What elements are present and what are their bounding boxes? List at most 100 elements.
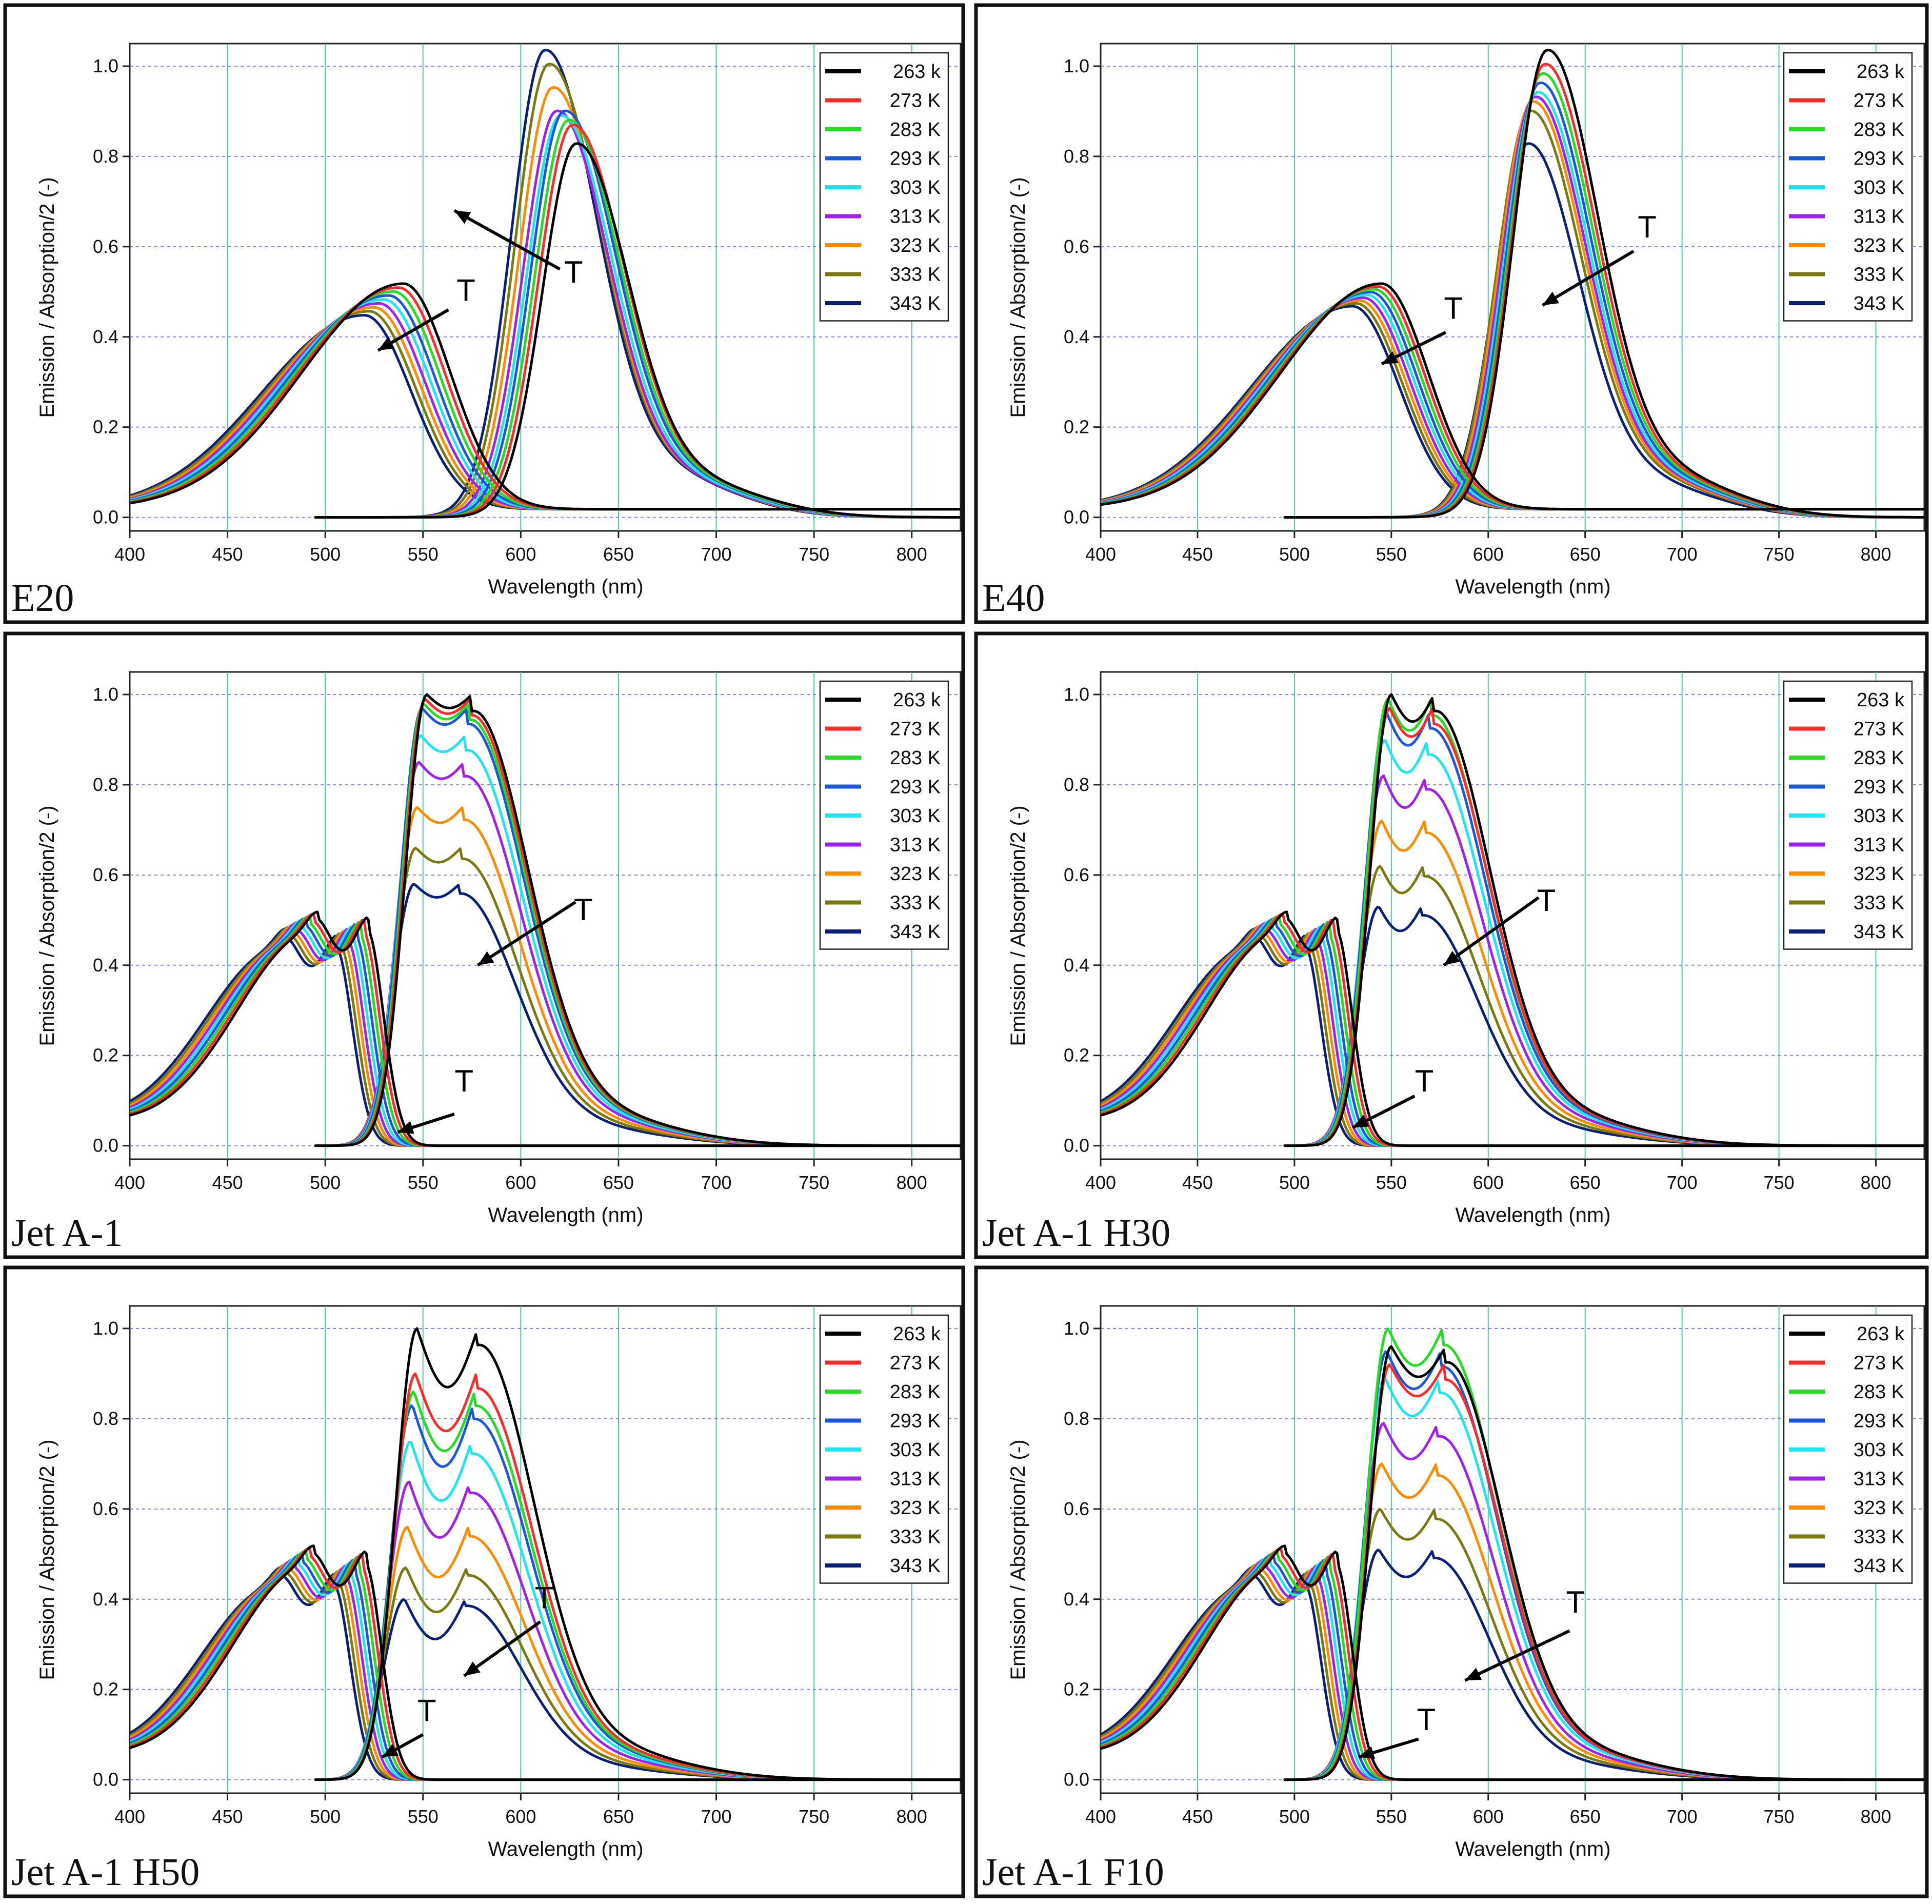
temperature-arrow: [453, 209, 561, 271]
y-tick-label: 0.0: [93, 507, 118, 528]
x-tick-label: 700: [701, 1172, 731, 1193]
legend-label: 273 K: [1854, 1353, 1904, 1374]
y-axis-label: Emission / Absorption/2 (-): [36, 1439, 58, 1680]
legend-label: 313 K: [1854, 206, 1904, 228]
arrow-head: [1358, 1746, 1376, 1759]
x-tick-label: 450: [212, 1806, 243, 1827]
y-tick-label: 0.6: [1064, 236, 1089, 257]
x-tick-label: 750: [1764, 544, 1795, 565]
y-tick-label: 0.8: [1064, 774, 1089, 795]
y-tick-label: 0.2: [93, 417, 118, 438]
y-tick-label: 0.4: [93, 326, 118, 347]
emission-line-263-k: [314, 1327, 961, 1781]
x-axis-label: Wavelength (nm): [1455, 1204, 1610, 1226]
emission-line-263-k: [314, 693, 961, 1147]
legend-label: 283 K: [1854, 747, 1904, 769]
legend-label: 313 K: [890, 835, 941, 856]
x-tick-label: 750: [799, 1806, 829, 1827]
y-tick-label: 0.2: [93, 1679, 118, 1700]
legend-label: 263 k: [893, 1323, 941, 1345]
temperature-arrow: [476, 901, 576, 967]
legend-label: 263 k: [1857, 61, 1905, 83]
legend-label: 313 K: [890, 206, 941, 228]
y-axis-label: Emission / Absorption/2 (-): [1007, 1439, 1029, 1680]
y-tick-label: 0.2: [1064, 1679, 1089, 1700]
legend-label: 313 K: [1854, 835, 1904, 856]
y-axis-label: Emission / Absorption/2 (-): [36, 177, 58, 418]
y-axis-label: Emission / Absorption/2 (-): [1007, 805, 1029, 1046]
x-tick-label: 450: [1182, 1806, 1213, 1827]
y-axis-label: Emission / Absorption/2 (-): [1007, 177, 1029, 418]
arrow-head: [477, 951, 494, 965]
x-tick-label: 650: [603, 1806, 634, 1827]
legend-label: 343 K: [890, 1555, 941, 1577]
y-tick-label: 0.8: [93, 1408, 118, 1429]
y-tick-label: 1.0: [93, 55, 118, 76]
x-axis-label: Wavelength (nm): [488, 1838, 643, 1860]
x-tick-label: 800: [897, 544, 927, 565]
x-tick-label: 450: [1182, 544, 1213, 565]
arrow-label: T: [1537, 883, 1556, 918]
x-tick-label: 750: [1764, 1806, 1795, 1827]
arrow-head: [397, 1121, 414, 1134]
legend-label: 333 K: [890, 893, 941, 914]
legend-label: 333 K: [1854, 893, 1904, 914]
legend-label: 293 K: [890, 148, 941, 170]
arrow-label: T: [574, 893, 593, 927]
legend-label: 313 K: [890, 1469, 941, 1490]
panel-title: E40: [982, 577, 1045, 620]
panel-title: Jet A-1 H50: [11, 1851, 200, 1894]
y-tick-label: 0.4: [1064, 1589, 1089, 1610]
x-tick-label: 500: [310, 544, 341, 565]
x-tick-label: 600: [505, 1806, 536, 1827]
legend-label: 283 K: [890, 119, 941, 141]
arrow-label: T: [1444, 291, 1463, 326]
y-tick-label: 0.0: [1064, 507, 1089, 528]
legend-label: 323 K: [890, 235, 941, 256]
arrow-label: T: [535, 1580, 554, 1615]
x-tick-label: 650: [1570, 1172, 1601, 1193]
temperature-arrow: [1542, 250, 1635, 307]
legend-label: 283 K: [1854, 1381, 1904, 1403]
x-axis-label: Wavelength (nm): [488, 576, 643, 598]
y-tick-label: 0.6: [93, 236, 118, 257]
x-tick-label: 400: [1085, 1806, 1116, 1827]
legend-label: 313 K: [1854, 1469, 1904, 1490]
x-tick-label: 600: [1473, 544, 1504, 565]
chart-panel-2: 400 450 500 550 600 650 700 750 800 0.0 0.2 0.4 0.6 0…: [3, 631, 965, 1259]
x-tick-label: 700: [701, 1806, 731, 1827]
legend-label: 303 K: [890, 805, 941, 827]
series-group: [1101, 693, 1924, 1147]
absorption-line-263-k: [130, 282, 961, 511]
y-tick-label: 0.0: [93, 1769, 118, 1790]
panel-title: Jet A-1: [11, 1212, 123, 1255]
y-tick-label: 1.0: [1064, 55, 1089, 76]
x-tick-label: 450: [212, 544, 243, 565]
arrow-head: [464, 1661, 481, 1676]
y-tick-label: 0.0: [1064, 1769, 1089, 1790]
chart-panel-0: 400 450 500 550 600 650 700 750 800 0.0 0.2 0.4 0.6 0…: [3, 3, 965, 624]
emission-line-263-k: [1283, 1345, 1924, 1781]
x-tick-label: 650: [1570, 544, 1601, 565]
y-tick-label: 0.2: [1064, 417, 1089, 438]
y-tick-label: 0.0: [93, 1135, 118, 1156]
chart-panel-4: 400 450 500 550 600 650 700 750 800 0.0 0.2 0.4 0.6 0…: [3, 1265, 965, 1898]
x-tick-label: 600: [505, 1172, 536, 1193]
legend-label: 263 k: [1857, 689, 1905, 711]
y-tick-label: 0.6: [1064, 864, 1089, 885]
legend-label: 343 K: [890, 921, 941, 943]
legend-label: 333 K: [890, 264, 941, 286]
y-tick-label: 1.0: [1064, 1318, 1089, 1339]
legend-label: 263 k: [893, 61, 941, 83]
x-axis-label: Wavelength (nm): [1455, 576, 1610, 598]
legend-label: 273 K: [890, 719, 941, 740]
x-tick-label: 400: [114, 1172, 145, 1193]
chart-panel-5: 400 450 500 550 600 650 700 750 800 0.0 0.2 0.4 0.6 0…: [974, 1265, 1929, 1898]
legend-label: 333 K: [1854, 264, 1904, 286]
emission-line-263-k: [1283, 49, 1924, 519]
x-tick-label: 600: [1473, 1806, 1504, 1827]
x-tick-label: 800: [1860, 1806, 1891, 1827]
x-tick-label: 800: [1860, 1172, 1891, 1193]
legend-label: 303 K: [890, 1439, 941, 1461]
